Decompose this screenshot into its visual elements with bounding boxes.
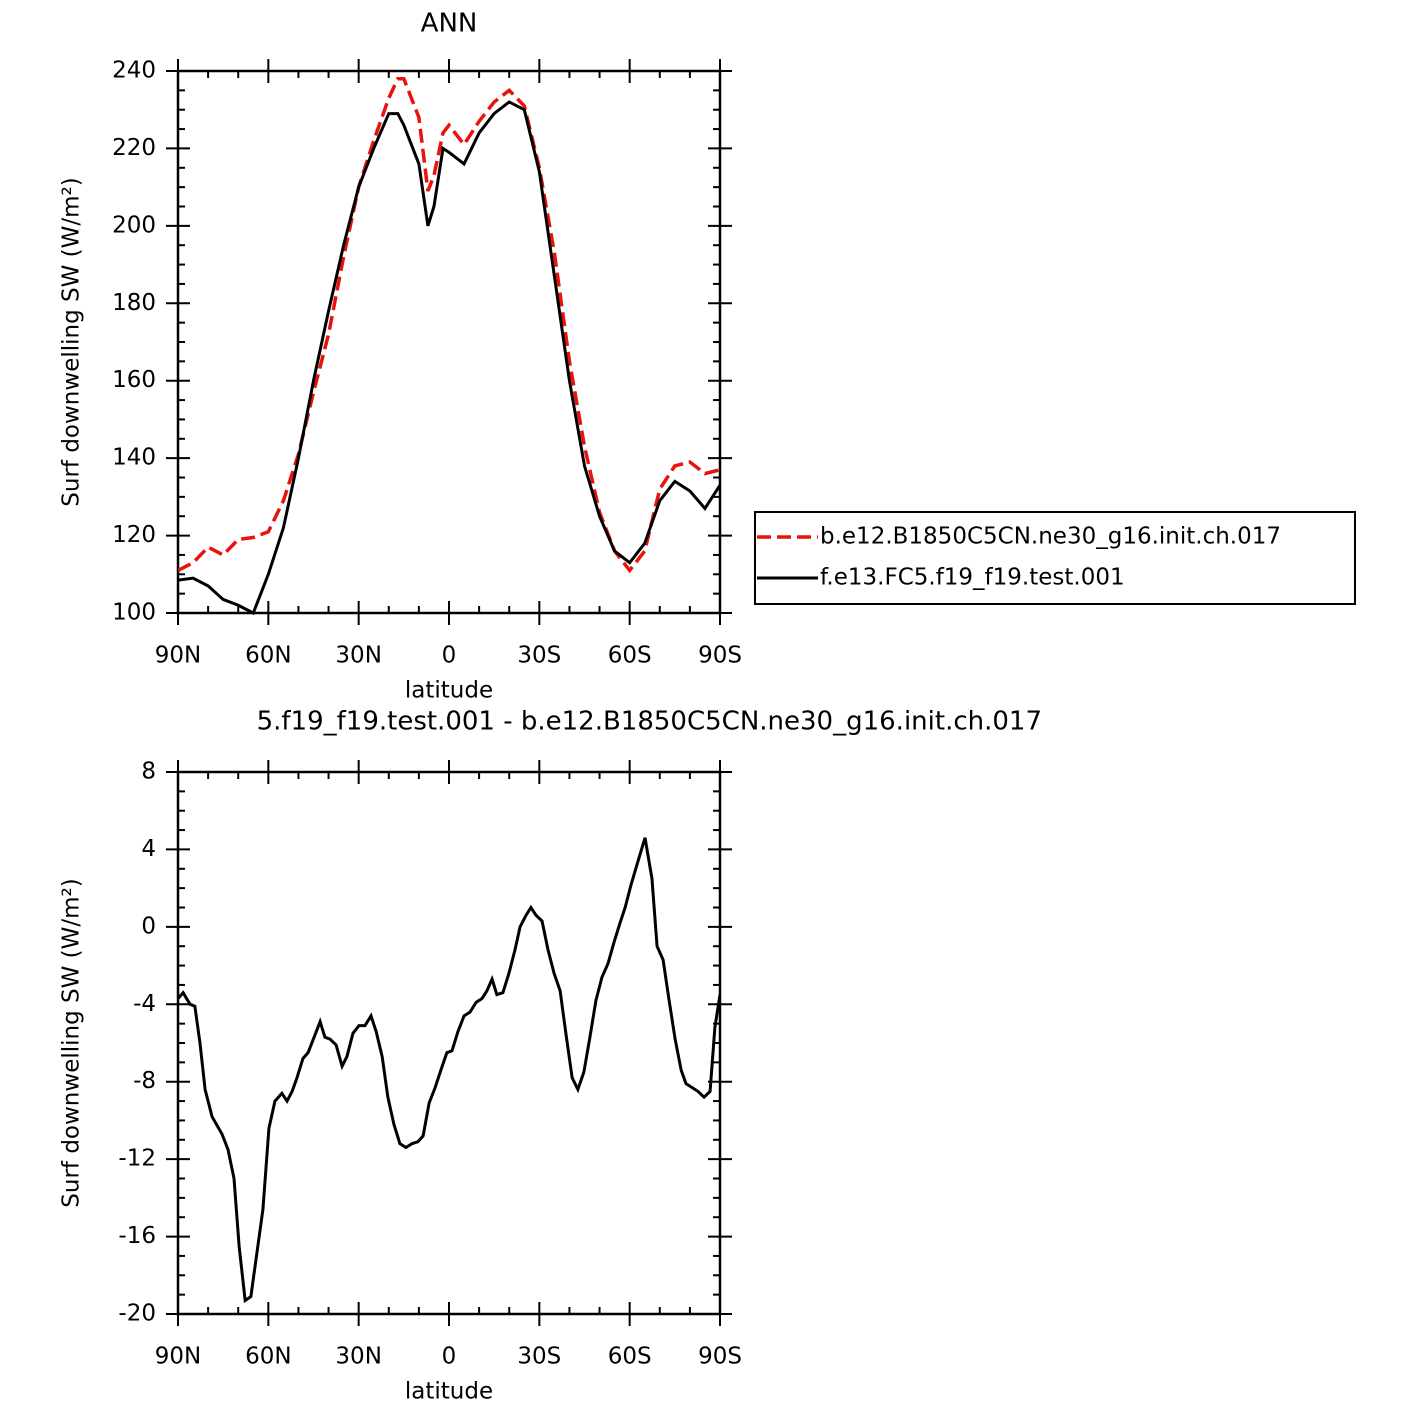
x-tick-label: 30N: [335, 643, 381, 669]
y-tick-label: 120: [112, 522, 156, 548]
y-tick-label: -12: [118, 1146, 156, 1172]
x-tick-label: 90N: [155, 1344, 201, 1370]
y-tick-label: 200: [112, 212, 156, 238]
legend-label: b.e12.B1850C5CN.ne30_g16.init.ch.017: [820, 524, 1281, 550]
x-tick-label: 60N: [245, 643, 291, 669]
x-tick-label: 90S: [698, 643, 742, 669]
y-tick-label: 160: [112, 367, 156, 393]
data-line: [178, 76, 720, 574]
x-tick-label: 90S: [698, 1344, 742, 1370]
y-tick-label: -16: [118, 1223, 156, 1249]
chart-title: 5.f19_f19.test.001 - b.e12.B1850C5CN.ne3…: [257, 707, 1042, 737]
y-tick-label: 0: [141, 913, 156, 939]
y-tick-label: -8: [133, 1068, 156, 1094]
y-tick-label: 140: [112, 445, 156, 471]
x-axis-label: latitude: [405, 678, 493, 704]
y-axis-label: Surf downwelling SW (W/m²): [59, 878, 85, 1207]
chart-title: ANN: [421, 9, 478, 39]
x-tick-label: 30S: [517, 1344, 561, 1370]
y-axis-label: Surf downwelling SW (W/m²): [59, 177, 85, 506]
x-tick-label: 0: [442, 643, 457, 669]
x-tick-label: 30S: [517, 643, 561, 669]
y-tick-label: 8: [141, 759, 156, 785]
x-tick-label: 30N: [335, 1344, 381, 1370]
x-axis-label: latitude: [405, 1379, 493, 1405]
y-tick-label: -4: [133, 991, 156, 1017]
y-tick-label: 220: [112, 135, 156, 161]
data-line: [178, 837, 720, 1304]
y-tick-label: 4: [141, 836, 156, 862]
y-tick-label: -20: [118, 1301, 156, 1327]
x-tick-label: 90N: [155, 643, 201, 669]
x-tick-label: 0: [442, 1344, 457, 1370]
x-tick-label: 60N: [245, 1344, 291, 1370]
x-tick-label: 60S: [608, 643, 652, 669]
legend-label: f.e13.FC5.f19_f19.test.001: [820, 565, 1125, 591]
y-tick-label: 180: [112, 290, 156, 316]
y-tick-label: 240: [112, 58, 156, 84]
data-line: [178, 100, 720, 616]
legend-box: [754, 511, 1356, 605]
x-tick-label: 60S: [608, 1344, 652, 1370]
y-tick-label: 100: [112, 600, 156, 626]
